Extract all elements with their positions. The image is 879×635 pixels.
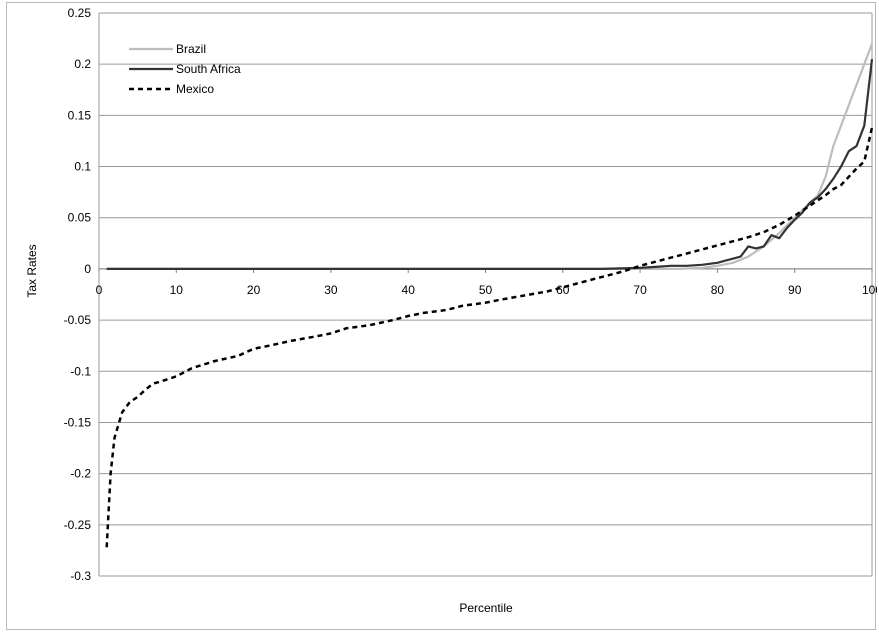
series-line-brazil <box>106 43 874 270</box>
y-tick-label: 0.2 <box>74 57 91 71</box>
series-lines <box>105 43 874 548</box>
x-tick-label: 90 <box>788 283 802 297</box>
y-tick-label: -0.25 <box>64 518 92 532</box>
y-axis-title: Tax Rates <box>25 244 39 297</box>
y-tick-label: -0.2 <box>70 467 91 481</box>
chart: -0.3 -0.25 -0.2 -0.15 -0.1 -0.05 0 0.05 0.1 0.15 0… <box>25 6 877 615</box>
legend-label: South Africa <box>176 62 241 76</box>
chart-frame: -0.3 -0.25 -0.2 -0.15 -0.1 -0.05 0 0.05 0.1 0.15 0… <box>6 2 877 630</box>
y-tick-label: -0.05 <box>64 313 92 327</box>
x-tick-label: 50 <box>479 283 493 297</box>
y-tick-label: -0.3 <box>70 569 91 583</box>
x-tick-label: 70 <box>633 283 647 297</box>
y-tick-label: 0 <box>84 262 91 276</box>
series-line-mexico <box>105 127 874 548</box>
y-tick-label: -0.1 <box>70 364 91 378</box>
series-line-south-africa <box>106 58 874 270</box>
x-tick-label: 100 <box>862 283 877 297</box>
x-axis-title: Percentile <box>459 601 513 615</box>
x-tick-label: 40 <box>402 283 416 297</box>
x-tick-label: 30 <box>324 283 338 297</box>
y-tick-label: -0.15 <box>64 415 92 429</box>
x-tick-label: 80 <box>711 283 725 297</box>
legend-label: Mexico <box>176 82 214 96</box>
legend: Brazil South Africa Mexico <box>129 42 241 96</box>
y-tick-label: 0.05 <box>68 211 92 225</box>
y-tick-label: 0.15 <box>68 108 92 122</box>
x-tick-label: 0 <box>96 283 103 297</box>
y-tick-label: 0.25 <box>68 6 92 20</box>
legend-label: Brazil <box>176 42 206 56</box>
x-tick-label: 20 <box>247 283 261 297</box>
x-tick-label: 10 <box>170 283 184 297</box>
y-tick-label: 0.1 <box>74 160 91 174</box>
axes: -0.3 -0.25 -0.2 -0.15 -0.1 -0.05 0 0.05 0.1 0.15 0… <box>64 6 877 583</box>
gridlines <box>98 12 873 577</box>
